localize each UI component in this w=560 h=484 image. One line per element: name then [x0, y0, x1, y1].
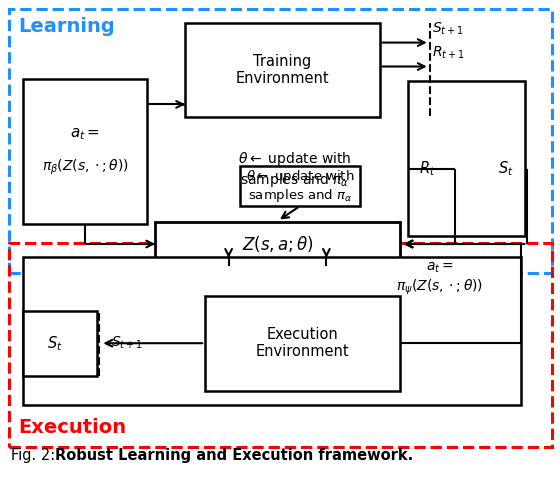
- Text: Training
Environment: Training Environment: [236, 54, 329, 86]
- Text: Execution: Execution: [18, 419, 127, 438]
- Bar: [155, 222, 400, 266]
- Text: $S_t$: $S_t$: [498, 159, 514, 178]
- Text: $\pi_\beta(Z(s,\cdot;\theta))$: $\pi_\beta(Z(s,\cdot;\theta))$: [41, 158, 128, 177]
- Text: $R_{t+1}$: $R_{t+1}$: [432, 45, 464, 61]
- Text: Robust Learning and Execution framework.: Robust Learning and Execution framework.: [54, 448, 413, 463]
- Text: $R_t$: $R_t$: [419, 159, 436, 178]
- Text: $Z(s,a;\theta)$: $Z(s,a;\theta)$: [242, 234, 314, 254]
- Text: $S_{t+1}$: $S_{t+1}$: [432, 20, 464, 37]
- Text: $S_t$: $S_t$: [47, 334, 63, 352]
- Bar: [22, 257, 521, 405]
- Bar: [185, 23, 380, 117]
- Text: Learning: Learning: [18, 16, 115, 36]
- Bar: [8, 243, 552, 447]
- Bar: [22, 79, 147, 224]
- Bar: [205, 296, 400, 391]
- Text: Fig. 2:: Fig. 2:: [11, 448, 59, 463]
- Text: $\theta \leftarrow$ update with
samples and $\pi_\alpha$: $\theta \leftarrow$ update with samples …: [246, 168, 354, 204]
- Bar: [240, 166, 360, 206]
- Text: Execution
Environment: Execution Environment: [255, 327, 349, 360]
- Text: $a_t =$
$\pi_\psi(Z(s,\cdot;\theta))$: $a_t =$ $\pi_\psi(Z(s,\cdot;\theta))$: [396, 261, 483, 297]
- Text: $\theta \leftarrow$ update with
samples and $\pi_\alpha$: $\theta \leftarrow$ update with samples …: [238, 150, 352, 188]
- Bar: [8, 9, 552, 273]
- Text: $S_{t+1}$: $S_{t+1}$: [111, 335, 143, 351]
- Text: $a_t =$: $a_t =$: [70, 126, 100, 142]
- Bar: [22, 311, 97, 376]
- Bar: [408, 81, 525, 236]
